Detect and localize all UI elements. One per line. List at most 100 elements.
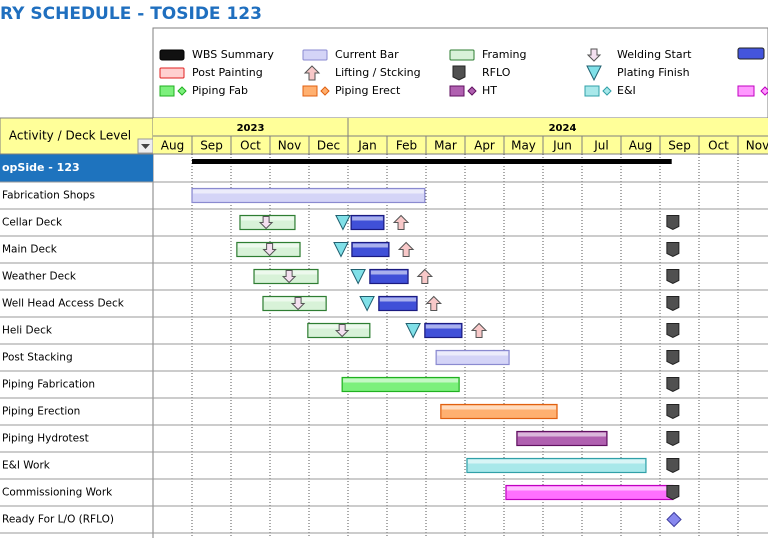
rflo-mark xyxy=(666,242,680,258)
row-label: Weather Deck xyxy=(2,271,77,283)
row-label: Piping Hydrotest xyxy=(2,433,89,445)
summary-label-bg xyxy=(0,154,153,182)
year-label: 2023 xyxy=(237,123,265,134)
rflo-mark xyxy=(666,404,680,420)
lifting-mark xyxy=(397,241,415,257)
month-label: Oct xyxy=(240,139,261,153)
bar-shine xyxy=(379,297,417,302)
month-label: Aug xyxy=(161,139,184,153)
legend-label: Piping Erect xyxy=(335,84,401,97)
plating-finish-mark xyxy=(405,323,421,339)
month-label: Sep xyxy=(668,139,691,153)
legend-label: Piping Fab xyxy=(192,84,248,97)
welding-start-mark xyxy=(258,216,274,230)
month-label: Aug xyxy=(629,139,652,153)
bar-shine xyxy=(425,324,461,329)
legend-icon xyxy=(584,85,600,97)
legend-icon xyxy=(159,67,185,79)
bar-shine xyxy=(370,270,408,275)
bar-shine xyxy=(343,378,459,383)
month-label: Nov xyxy=(278,139,301,153)
legend-icon xyxy=(159,85,175,97)
legend-label: Plating Finish xyxy=(617,66,690,79)
wbs-bar xyxy=(192,159,672,164)
column-label: Activity / Deck Level xyxy=(9,129,131,143)
plating-finish-mark xyxy=(333,242,349,258)
bar-shine xyxy=(193,189,424,194)
row-label: E&I Work xyxy=(2,460,51,472)
plating-finish-mark xyxy=(359,296,375,312)
rflo-mark xyxy=(666,431,680,447)
lifting-mark xyxy=(416,268,434,284)
legend-icon xyxy=(602,86,612,96)
year-label: 2024 xyxy=(549,123,577,134)
legend-icon xyxy=(320,86,330,96)
grid xyxy=(0,118,768,538)
bar-shine xyxy=(352,216,383,221)
legend-label: Current Bar xyxy=(335,48,399,61)
welding-start-mark xyxy=(281,270,297,284)
row-label: Piping Fabrication xyxy=(2,379,95,391)
month-label: Jan xyxy=(357,139,377,153)
rflo-mark xyxy=(666,215,680,231)
rflo-mark xyxy=(666,458,680,474)
month-label: Jul xyxy=(593,139,608,153)
legend-icon xyxy=(302,85,318,97)
legend-label: HT xyxy=(482,84,497,97)
legend-icon xyxy=(302,49,328,61)
month-label: Jun xyxy=(552,139,572,153)
month-label: Feb xyxy=(396,139,417,153)
legend-label: RFLO xyxy=(482,66,511,79)
title: RY SCHEDULE - TOSIDE 123 xyxy=(0,4,262,24)
legend-label: Welding Start xyxy=(617,48,692,61)
rflo-mark xyxy=(666,377,680,393)
ready-mark xyxy=(666,511,682,528)
legend-icon xyxy=(303,65,321,81)
rflo-mark xyxy=(666,323,680,339)
legend-label: Framing xyxy=(482,48,527,61)
rflo-mark xyxy=(666,269,680,285)
legend-icon xyxy=(586,65,602,82)
legend-label: WBS Summary xyxy=(192,48,274,61)
month-label: Mar xyxy=(434,139,457,153)
legend-icon xyxy=(449,85,465,97)
row-label: Post Stacking xyxy=(2,352,73,364)
legend-icon-cut xyxy=(737,85,755,97)
legend-icon-cut xyxy=(737,47,765,60)
lifting-mark xyxy=(392,214,410,230)
plating-finish-mark xyxy=(350,269,366,285)
legend-label: E&I xyxy=(617,84,636,97)
month-label: May xyxy=(511,139,536,153)
row-label: Heli Deck xyxy=(2,325,53,337)
bar-shine xyxy=(441,405,557,410)
legend-icon xyxy=(177,86,187,96)
rflo-mark xyxy=(666,350,680,366)
summary-label: opSide - 123 xyxy=(2,161,80,174)
bar-shine xyxy=(352,243,388,248)
legend-icon xyxy=(449,49,475,61)
month-label: Sep xyxy=(200,139,223,153)
month-label: Dec xyxy=(317,139,340,153)
bar-shine xyxy=(517,432,606,437)
row-label: Ready For L/O (RFLO) xyxy=(2,514,114,526)
bar-shine xyxy=(437,351,509,356)
legend-icon xyxy=(467,86,477,96)
month-label: Oct xyxy=(708,139,729,153)
legend-icon xyxy=(586,48,602,62)
welding-start-mark xyxy=(290,297,306,311)
month-label: Nov xyxy=(746,139,768,153)
legend-icon-cut xyxy=(760,86,768,96)
bar-shine xyxy=(506,486,672,491)
bar-shine xyxy=(263,297,326,302)
legend-icon xyxy=(452,65,466,81)
legend-icon xyxy=(159,49,185,61)
welding-start-mark xyxy=(262,243,277,257)
row-label: Commissioning Work xyxy=(2,487,113,499)
filter-arrow xyxy=(141,144,150,149)
row-label: Cellar Deck xyxy=(2,217,63,229)
row-label: Well Head Access Deck xyxy=(2,298,125,310)
month-label: Apr xyxy=(474,139,495,153)
row-label: Piping Erection xyxy=(2,406,80,418)
rflo-mark xyxy=(666,296,680,312)
bar-shine xyxy=(467,459,645,464)
